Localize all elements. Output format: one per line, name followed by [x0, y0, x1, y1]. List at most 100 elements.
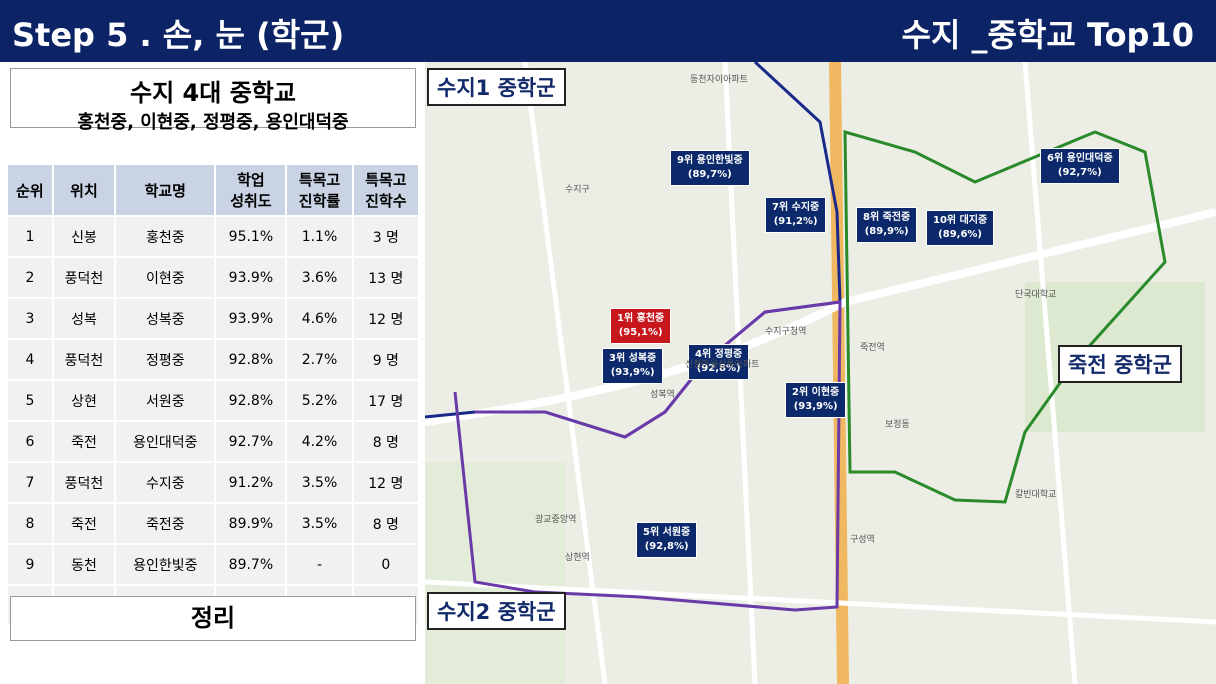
cell: 용인한빛중: [116, 545, 215, 584]
cell: 홍천중: [116, 217, 215, 256]
school-label: 6위 용인대덕중 (92,7%): [1040, 148, 1120, 184]
cell: 풍덕천: [53, 340, 115, 379]
school-label: 7위 수지중 (91,2%): [765, 197, 827, 233]
place-label: 칼빈대학교: [1015, 490, 1057, 500]
school-label-line: (89,9%): [864, 226, 909, 237]
cell: -: [287, 545, 352, 584]
place-label: 성복역: [650, 390, 675, 400]
region-label: 수지2 중학군: [427, 592, 566, 630]
school-label-line: 4위 정평중: [695, 349, 743, 360]
school-label-line: 5위 서원중: [643, 527, 691, 538]
cell: 신봉: [53, 217, 115, 256]
cell: 죽전: [53, 504, 115, 543]
summary-title: 수지 4대 중학교: [130, 79, 296, 107]
cell: 3 명: [353, 217, 418, 256]
cell: 4.6%: [287, 299, 352, 338]
place-label: 광교중앙역: [535, 515, 577, 525]
cell: 93.9%: [216, 299, 286, 338]
school-label-line: 2위 이현중: [792, 387, 840, 398]
cell: 91.2%: [216, 463, 286, 502]
cell: 3.5%: [287, 463, 352, 502]
cell: 풍덕천: [53, 258, 115, 297]
cell: 0: [353, 545, 418, 584]
cell: 정평중: [116, 340, 215, 379]
school-label-line: (92,7%): [1057, 167, 1102, 178]
column-header: 학교명: [116, 165, 215, 215]
cell: 8: [8, 504, 52, 543]
place-label: 수지구청역: [765, 327, 807, 337]
school-label-line: 8위 죽전중: [863, 212, 911, 223]
cell: 이현중: [116, 258, 215, 297]
column-header-line: 특목고: [298, 171, 341, 189]
cell: 2: [8, 258, 52, 297]
cell: 89.7%: [216, 545, 286, 584]
cell: 죽전: [53, 422, 115, 461]
column-header-line: 순위: [16, 181, 44, 200]
table-row: 4 풍덕천 정평중 92.8% 2.7% 9 명: [8, 340, 418, 379]
school-label-line: (95,1%): [618, 327, 663, 338]
column-header-line: 특목고: [365, 171, 407, 189]
right-title: 수지 _중학교 Top10: [901, 16, 1194, 54]
school-label: 5위 서원중 (92,8%): [636, 522, 698, 558]
cell: 17 명: [353, 381, 418, 420]
cell: 92.8%: [216, 340, 286, 379]
cell: 풍덕천: [53, 463, 115, 502]
place-label: 수지구: [565, 185, 590, 195]
cell: 89.9%: [216, 504, 286, 543]
school-label: 3위 성복중 (93,9%): [602, 348, 664, 384]
cell: 수지중: [116, 463, 215, 502]
place-label: 상현역: [565, 553, 590, 563]
title: Step 5 . 손, 눈 (학군): [12, 16, 345, 54]
cell: 성복: [53, 299, 115, 338]
place-label: 동천자이아파트: [690, 75, 748, 85]
school-label-line: (92,8%): [696, 363, 741, 374]
school-label: 9위 용인한빛중 (89,7%): [670, 150, 750, 186]
cell: 4: [8, 340, 52, 379]
cell: 6: [8, 422, 52, 461]
table-row: 3 성복 성복중 93.9% 4.6% 12 명: [8, 299, 418, 338]
place-label: 죽전역: [860, 343, 885, 353]
column-header-line: 진학률: [298, 192, 341, 210]
school-label-line: 1위 홍천중: [617, 313, 665, 324]
column-header: 위치: [53, 165, 115, 215]
header-bar: Step 5 . 손, 눈 (학군) 수지 _중학교 Top10: [0, 0, 1216, 62]
column-header-line: 성취도: [230, 192, 272, 210]
footer-box: 정리: [10, 596, 416, 641]
place-label: 신정마을상록아파트: [685, 360, 760, 370]
cell: 성복중: [116, 299, 215, 338]
cell: 92.8%: [216, 381, 286, 420]
cell: 8 명: [353, 504, 418, 543]
cell: 1: [8, 217, 52, 256]
school-label-line: 6위 용인대덕중: [1047, 153, 1113, 164]
table-row: 8 죽전 죽전중 89.9% 3.5% 8 명: [8, 504, 418, 543]
road: [425, 208, 1216, 426]
table-row: 6 죽전 용인대덕중 92.7% 4.2% 8 명: [8, 422, 418, 461]
cell: 5.2%: [287, 381, 352, 420]
cell: 3.6%: [287, 258, 352, 297]
school-label-line: (92,8%): [644, 541, 689, 552]
school-label-line: 3위 성복중: [609, 353, 657, 364]
school-label-line: 9위 용인한빛중: [677, 155, 743, 166]
cell: 상현: [53, 381, 115, 420]
cell: 13 명: [353, 258, 418, 297]
cell: 4.2%: [287, 422, 352, 461]
column-header-line: 진학수: [365, 192, 407, 210]
school-label: 10위 대지중 (89,6%): [926, 210, 995, 246]
summary-subtitle: 홍천중, 이현중, 정평중, 용인대덕중: [77, 112, 349, 133]
school-label-line: (93,9%): [610, 367, 655, 378]
column-header-line: 위치: [70, 181, 98, 200]
cell: 용인대덕중: [116, 422, 215, 461]
map: 수지1 중학군 죽전 중학군 수지2 중학군 9위 용인한빛중 (89,7%) 7위 수지…: [425, 62, 1216, 684]
ranking-table: 순위 위치 학교명 학업 성취도 특목고 진학률 특목고 진학수 1 신봉 홍천중 95.1% 1.1% 3…: [6, 163, 420, 627]
cell: 95.1%: [216, 217, 286, 256]
cell: 93.9%: [216, 258, 286, 297]
cell: 7: [8, 463, 52, 502]
park: [425, 462, 565, 684]
column-header-line: 학업: [237, 171, 265, 189]
cell: 죽전중: [116, 504, 215, 543]
cell: 9 명: [353, 340, 418, 379]
